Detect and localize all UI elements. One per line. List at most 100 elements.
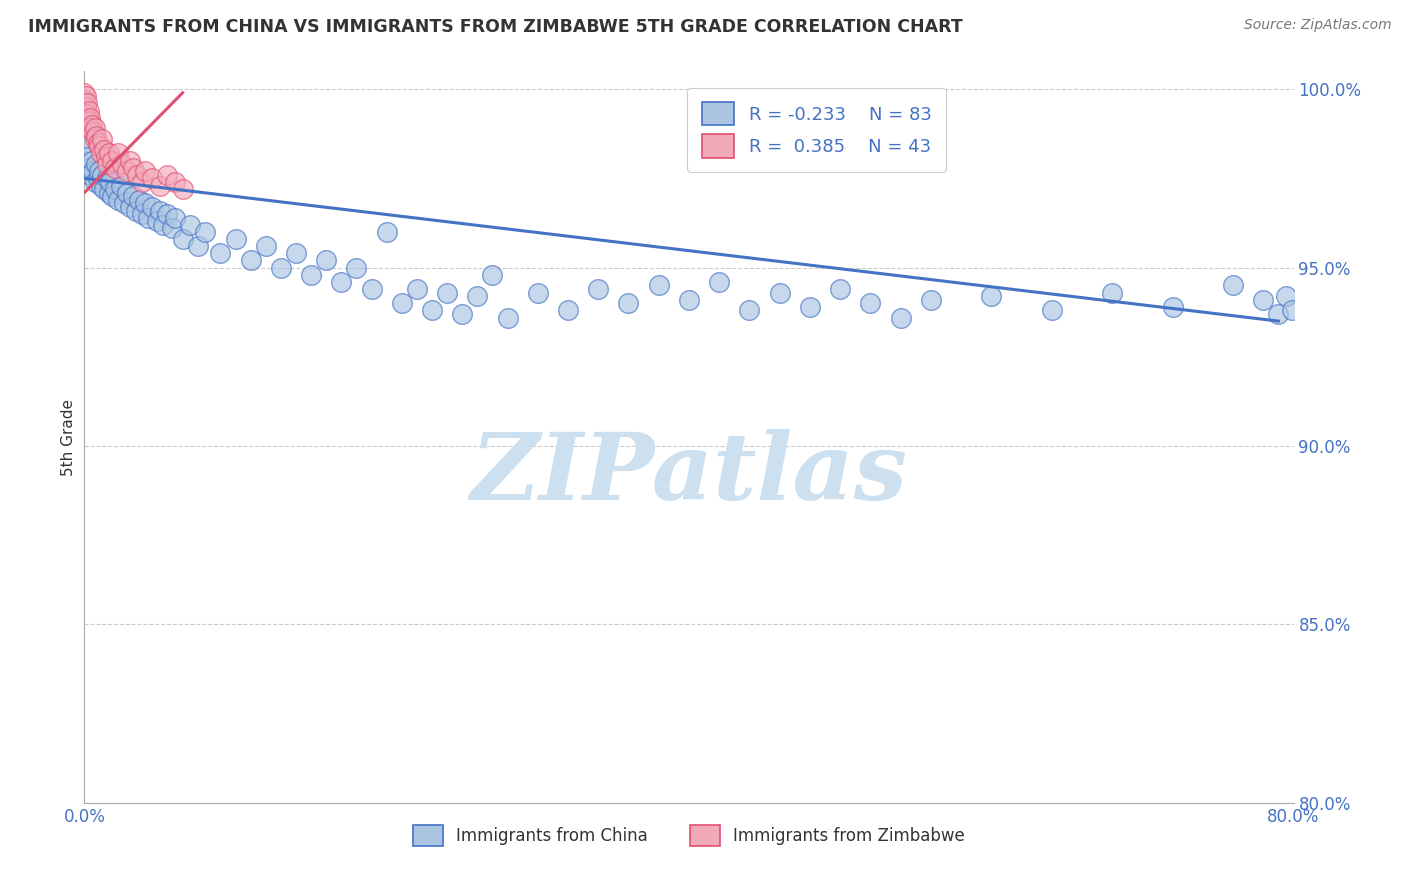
- Point: [270, 260, 292, 275]
- Point: [239, 253, 262, 268]
- Point: [107, 146, 129, 161]
- Point: [121, 161, 143, 175]
- Point: [131, 175, 153, 189]
- Point: [678, 293, 700, 307]
- Point: [87, 171, 110, 186]
- Point: [75, 136, 97, 150]
- Point: [131, 207, 153, 221]
- Point: [94, 150, 117, 164]
- Point: [738, 303, 761, 318]
- Y-axis label: 5th Grade: 5th Grade: [60, 399, 76, 475]
- Point: [557, 303, 579, 318]
- Point: [330, 275, 353, 289]
- Point: [82, 164, 104, 178]
- Point: [86, 157, 108, 171]
- Point: [118, 153, 141, 168]
- Point: [141, 200, 163, 214]
- Point: [160, 221, 183, 235]
- Point: [91, 168, 114, 182]
- Point: [315, 253, 337, 268]
- Point: [90, 178, 112, 193]
- Point: [1275, 289, 1298, 303]
- Point: [346, 260, 368, 275]
- Point: [128, 193, 150, 207]
- Point: [73, 86, 96, 100]
- Point: [87, 136, 110, 150]
- Text: ZIPatlas: ZIPatlas: [471, 429, 907, 518]
- Point: [709, 275, 731, 289]
- Point: [481, 268, 503, 282]
- Point: [194, 225, 217, 239]
- Point: [104, 161, 127, 175]
- Point: [149, 178, 172, 193]
- Point: [285, 246, 308, 260]
- Point: [149, 203, 172, 218]
- Point: [75, 100, 97, 114]
- Point: [1222, 278, 1244, 293]
- Point: [79, 168, 101, 182]
- Point: [890, 310, 912, 325]
- Legend: Immigrants from China, Immigrants from Zimbabwe: Immigrants from China, Immigrants from Z…: [406, 818, 972, 853]
- Point: [920, 293, 942, 307]
- Point: [110, 178, 132, 193]
- Point: [80, 118, 103, 132]
- Point: [360, 282, 382, 296]
- Point: [89, 164, 111, 178]
- Point: [115, 164, 138, 178]
- Point: [156, 207, 179, 221]
- Point: [104, 182, 127, 196]
- Point: [141, 171, 163, 186]
- Point: [436, 285, 458, 300]
- Point: [93, 182, 115, 196]
- Point: [1267, 307, 1289, 321]
- Point: [96, 171, 118, 186]
- Point: [648, 278, 671, 293]
- Point: [391, 296, 413, 310]
- Point: [82, 125, 104, 139]
- Point: [980, 289, 1002, 303]
- Point: [107, 193, 129, 207]
- Point: [179, 218, 201, 232]
- Point: [209, 246, 232, 260]
- Point: [136, 211, 159, 225]
- Point: [97, 186, 120, 200]
- Point: [93, 143, 115, 157]
- Point: [225, 232, 247, 246]
- Point: [254, 239, 277, 253]
- Point: [127, 168, 149, 182]
- Point: [84, 132, 107, 146]
- Point: [769, 285, 792, 300]
- Point: [80, 153, 103, 168]
- Point: [89, 139, 111, 153]
- Point: [77, 103, 100, 118]
- Point: [172, 232, 194, 246]
- Point: [496, 310, 519, 325]
- Point: [75, 89, 97, 103]
- Point: [75, 107, 97, 121]
- Point: [375, 225, 398, 239]
- Point: [100, 189, 122, 203]
- Point: [76, 150, 98, 164]
- Point: [73, 93, 96, 107]
- Point: [1161, 300, 1184, 314]
- Point: [165, 211, 187, 225]
- Point: [134, 164, 156, 178]
- Point: [134, 196, 156, 211]
- Point: [156, 168, 179, 182]
- Point: [79, 121, 101, 136]
- Point: [1281, 303, 1303, 318]
- Point: [299, 268, 322, 282]
- Point: [84, 175, 107, 189]
- Point: [830, 282, 852, 296]
- Point: [1040, 303, 1063, 318]
- Point: [125, 203, 148, 218]
- Point: [73, 111, 96, 125]
- Point: [76, 96, 98, 111]
- Point: [172, 182, 194, 196]
- Point: [451, 307, 474, 321]
- Point: [165, 175, 187, 189]
- Point: [118, 200, 141, 214]
- Text: IMMIGRANTS FROM CHINA VS IMMIGRANTS FROM ZIMBABWE 5TH GRADE CORRELATION CHART: IMMIGRANTS FROM CHINA VS IMMIGRANTS FROM…: [28, 18, 963, 36]
- Point: [73, 96, 96, 111]
- Point: [859, 296, 882, 310]
